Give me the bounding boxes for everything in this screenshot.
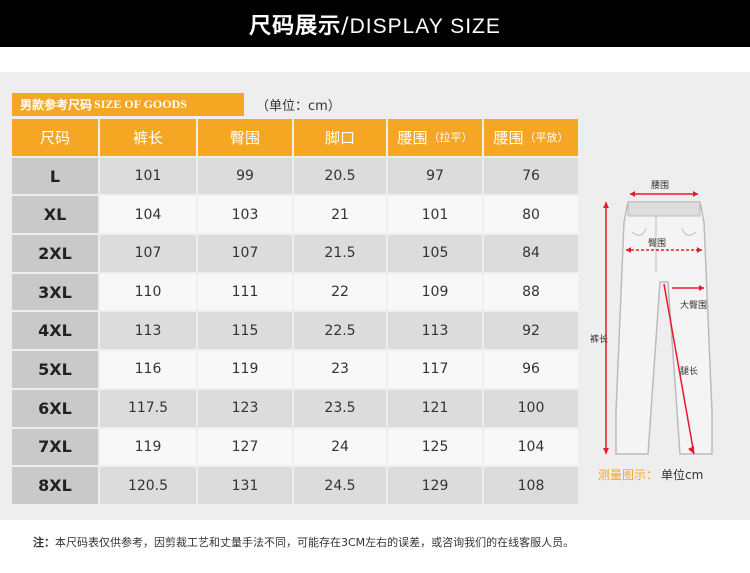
size-cell: 3XL <box>12 273 100 313</box>
length-cell: 104 <box>100 196 198 236</box>
inseam-label: 腿长 <box>680 365 698 377</box>
waist-flat-cell: 88 <box>484 273 578 313</box>
pants-measurement-diagram: 腰围 臀围 大臀围 裤长 腿长 <box>588 162 740 480</box>
column-header-waist-flat: 腰围 （平放） <box>484 119 578 158</box>
waist-flat-cell: 100 <box>484 389 578 429</box>
hip-cell: 115 <box>198 312 294 352</box>
pants-icon: 腰围 臀围 大臀围 裤长 腿长 <box>590 180 713 455</box>
table-row: 2XL 107 107 21.5 105 84 <box>12 235 578 274</box>
table-row: 6XL 117.5 123 23.5 121 100 <box>12 389 578 429</box>
hip-cell: 99 <box>198 157 294 197</box>
hem-cell: 23 <box>294 351 388 390</box>
header-band: 尺码展示/DISPLAY SIZE <box>0 0 750 47</box>
size-cell: 6XL <box>12 389 100 429</box>
length-cell: 110 <box>100 273 198 313</box>
column-header-length: 裤长 <box>100 119 198 158</box>
hem-cell: 21.5 <box>294 235 388 274</box>
column-header-size: 尺码 <box>12 119 100 158</box>
hip-cell: 111 <box>198 273 294 313</box>
length-cell: 116 <box>100 351 198 390</box>
tag-en: SIZE OF GOODS <box>94 97 187 111</box>
table-row: 3XL 110 111 22 109 88 <box>12 273 578 313</box>
note-text: 本尺码表仅供参考，因剪裁工艺和丈量手法不同，可能存在3CM左右的误差，或咨询我们… <box>55 536 575 549</box>
waist-stretched-cell: 125 <box>388 428 484 468</box>
measurement-legend: 测量图示： 单位cm <box>598 466 703 483</box>
table-row: 7XL 119 127 24 125 104 <box>12 428 578 468</box>
tag-cn: 男款参考尺码 <box>20 98 93 112</box>
length-cell: 113 <box>100 312 198 352</box>
size-cell: XL <box>12 196 100 236</box>
size-of-goods-tag: 男款参考尺码 SIZE OF GOODS <box>12 93 244 116</box>
table-row: XL 104 103 21 101 80 <box>12 196 578 236</box>
hip-cell: 103 <box>198 196 294 236</box>
waist-stretched-cell: 109 <box>388 273 484 313</box>
legend-label: 测量图示： <box>598 468 659 482</box>
waist-label: 腰围 <box>651 180 669 191</box>
hem-cell: 23.5 <box>294 389 388 429</box>
hip-cell: 107 <box>198 235 294 274</box>
length-cell: 119 <box>100 428 198 468</box>
length-cell: 120.5 <box>100 467 198 506</box>
column-header-waist-stretched: 腰围 （拉平） <box>388 119 484 158</box>
hip-cell: 123 <box>198 389 294 429</box>
waist-flat-cell: 92 <box>484 312 578 352</box>
waist-flat-cell: 76 <box>484 157 578 197</box>
waist-flat-cell: 96 <box>484 351 578 390</box>
table-body: L 101 99 20.5 97 76 XL 104 103 21 101 80 2XL 107 107 21… <box>12 157 578 506</box>
table-row: 8XL 120.5 131 24.5 129 108 <box>12 467 578 506</box>
hip-cell: 127 <box>198 428 294 468</box>
hem-cell: 22.5 <box>294 312 388 352</box>
table-row: 4XL 113 115 22.5 113 92 <box>12 312 578 352</box>
waist-stretched-cell: 113 <box>388 312 484 352</box>
length-cell: 101 <box>100 157 198 197</box>
page-title: 尺码展示/DISPLAY SIZE <box>249 8 501 40</box>
waist-stretched-cell: 101 <box>388 196 484 236</box>
hip-cell: 119 <box>198 351 294 390</box>
unit-label: （单位：cm） <box>256 99 341 114</box>
title-en: DISPLAY SIZE <box>349 14 501 38</box>
waist-stretched-cell: 97 <box>388 157 484 197</box>
size-table: 尺码 裤长 臀围 脚口 腰围 （拉平） 腰围 （平放） L 101 99 20.5 97 76… <box>12 119 578 506</box>
table-row: 5XL 116 119 23 117 96 <box>12 351 578 390</box>
title-separator: / <box>341 13 350 39</box>
table-header-row: 尺码 裤长 臀围 脚口 腰围 （拉平） 腰围 （平放） <box>12 119 578 158</box>
hem-cell: 24 <box>294 428 388 468</box>
hem-cell: 20.5 <box>294 157 388 197</box>
size-cell: 7XL <box>12 428 100 468</box>
table-row: L 101 99 20.5 97 76 <box>12 157 578 197</box>
waist-flat-cell: 84 <box>484 235 578 274</box>
size-cell: 4XL <box>12 312 100 352</box>
size-cell: 8XL <box>12 467 100 506</box>
size-cell: 5XL <box>12 351 100 390</box>
note-lead: 注： <box>33 536 55 549</box>
waist-stretched-cell: 105 <box>388 235 484 274</box>
hem-cell: 24.5 <box>294 467 388 506</box>
waist-flat-cell: 108 <box>484 467 578 506</box>
hip-label: 臀围 <box>648 238 666 249</box>
length-cell: 107 <box>100 235 198 274</box>
length-label: 裤长 <box>590 333 608 345</box>
column-header-hip: 臀围 <box>198 119 294 158</box>
size-cell: 2XL <box>12 235 100 274</box>
thigh-label: 大臀围 <box>680 299 707 311</box>
hem-cell: 22 <box>294 273 388 313</box>
waist-stretched-cell: 117 <box>388 351 484 390</box>
title-cn: 尺码展示 <box>249 13 342 39</box>
waist-flat-cell: 104 <box>484 428 578 468</box>
length-cell: 117.5 <box>100 389 198 429</box>
waist-stretched-cell: 121 <box>388 389 484 429</box>
waist-stretched-cell: 129 <box>388 467 484 506</box>
column-header-hem: 脚口 <box>294 119 388 158</box>
footer-note: 注：本尺码表仅供参考，因剪裁工艺和丈量手法不同，可能存在3CM左右的误差，或咨询… <box>33 534 574 550</box>
legend-unit: 单位cm <box>661 468 704 482</box>
hem-cell: 21 <box>294 196 388 236</box>
hip-cell: 131 <box>198 467 294 506</box>
waist-flat-cell: 80 <box>484 196 578 236</box>
size-cell: L <box>12 157 100 197</box>
